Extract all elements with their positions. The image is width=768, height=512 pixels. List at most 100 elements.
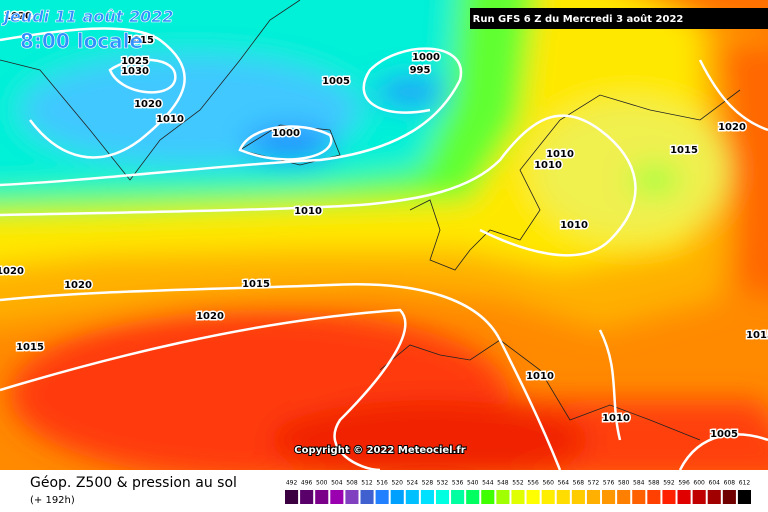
colorbar-label: 568 xyxy=(573,480,585,487)
footer-title: Géop. Z500 & pression au sol xyxy=(30,475,237,491)
colorbar-label: 572 xyxy=(588,480,600,487)
colorbar-swatch xyxy=(677,490,691,504)
isobar-label: 1020 xyxy=(0,266,24,277)
colorbar-swatch xyxy=(586,490,601,504)
colorbar-label: 600 xyxy=(693,480,705,487)
isobar-label: 1015 xyxy=(126,35,154,46)
colorbar-label: 596 xyxy=(678,480,690,487)
colorbar-swatch xyxy=(722,490,736,504)
geopotential-field xyxy=(0,0,768,470)
footer-subtitle: (+ 192h) xyxy=(30,495,75,506)
colorbar-label: 504 xyxy=(331,480,343,487)
colorbar-swatch xyxy=(300,490,314,504)
isobar-label: 1020 xyxy=(196,311,224,322)
isobar-label: 1010 xyxy=(534,160,562,171)
colorbar-swatch xyxy=(405,490,419,504)
isobar-label: 1010 xyxy=(560,220,588,231)
colorbar-swatch xyxy=(602,490,616,504)
colorbar-swatch xyxy=(420,490,434,504)
colorbar-label: 576 xyxy=(603,480,615,487)
colorbar-label: 496 xyxy=(301,480,313,487)
colorbar-swatch xyxy=(556,490,570,504)
colorbar-label: 532 xyxy=(437,480,449,487)
colorbar-label: 520 xyxy=(391,480,403,487)
colorbar-swatch xyxy=(435,490,450,504)
colorbar-swatch xyxy=(632,490,646,504)
colorbar-label: 564 xyxy=(558,480,570,487)
colorbar-swatch xyxy=(315,490,329,504)
colorbar-swatch xyxy=(662,490,676,504)
isobar-label: 1010 xyxy=(546,149,574,160)
colorbar-swatch xyxy=(481,490,495,504)
colorbar-label: 492 xyxy=(286,480,298,487)
isobar-label: 995 xyxy=(410,65,431,76)
colorbar-label: 548 xyxy=(497,480,509,487)
copyright: Copyright © 2022 Meteociel.fr xyxy=(294,445,465,456)
colorbar-label: 612 xyxy=(739,480,751,487)
colorbar-label: 516 xyxy=(376,480,388,487)
colorbar-label: 592 xyxy=(663,480,675,487)
time-label: 8:00 locale xyxy=(20,29,143,53)
colorbar-swatch xyxy=(496,490,510,504)
colorbar-swatch xyxy=(375,490,389,504)
isobar-label: 1015 xyxy=(746,330,768,341)
colorbar-label: 508 xyxy=(346,480,358,487)
isobar-label: 1010 xyxy=(602,413,630,424)
colorbar-label: 584 xyxy=(633,480,645,487)
colorbar-label: 544 xyxy=(482,480,494,487)
isobar-label: 1005 xyxy=(710,429,738,440)
colorbar-label: 512 xyxy=(361,480,373,487)
colorbar-label: 560 xyxy=(542,480,554,487)
colorbar-swatch xyxy=(390,490,404,504)
colorbar-label: 580 xyxy=(618,480,630,487)
run-label: Run GFS 6 Z du Mercredi 3 août 2022 xyxy=(473,13,684,25)
isobar-label: 1005 xyxy=(322,76,350,87)
colorbar-label: 528 xyxy=(422,480,434,487)
colorbar-swatch xyxy=(707,490,721,504)
date-label: Jeudi 11 août 2022 xyxy=(1,7,173,26)
colorbar-label: 524 xyxy=(407,480,419,487)
colorbar-swatch xyxy=(360,490,374,504)
colorbar-label: 500 xyxy=(316,480,328,487)
colorbar-label: 588 xyxy=(648,480,660,487)
colorbar-swatch xyxy=(330,490,344,504)
run-box xyxy=(470,8,768,29)
colorbar-swatch xyxy=(647,490,661,504)
isobar-label: 1015 xyxy=(670,145,698,156)
isobar-label: 1010 xyxy=(156,114,184,125)
isobar-label: 1020 xyxy=(64,280,92,291)
colorbar-swatch xyxy=(692,490,706,504)
colorbar-swatch xyxy=(526,490,540,504)
isobar-label: 1000 xyxy=(412,52,440,63)
isobar-label: 1030 xyxy=(121,66,149,77)
colorbar: 492 496 500 504 508 512 516 520 524 528 532 536 540 5… xyxy=(285,480,751,504)
isobar-label: 1010 xyxy=(294,206,322,217)
isobar-label: 1010 xyxy=(526,371,554,382)
isobar-label: 1015 xyxy=(242,279,270,290)
isobar-label: 1025 xyxy=(121,56,149,67)
isobars xyxy=(0,27,768,470)
colorbar-label: 536 xyxy=(452,480,464,487)
colorbar-label: 552 xyxy=(512,480,524,487)
isobar-label: 1020 xyxy=(718,122,746,133)
colorbar-swatch xyxy=(737,490,751,504)
colorbar-swatch xyxy=(571,490,585,504)
isobar-label: 1015 xyxy=(16,342,44,353)
colorbar-swatch xyxy=(541,490,555,504)
colorbar-swatch xyxy=(466,490,480,504)
colorbar-swatch xyxy=(285,490,299,504)
colorbar-swatch xyxy=(345,490,359,504)
colorbar-swatch xyxy=(511,490,525,504)
isobar-label: 1020 xyxy=(4,11,32,22)
colorbar-swatch xyxy=(451,490,465,504)
colorbar-label: 608 xyxy=(724,480,736,487)
colorbar-swatch xyxy=(617,490,631,504)
colorbar-label: 540 xyxy=(467,480,479,487)
colorbar-label: 556 xyxy=(527,480,539,487)
colorbar-label: 604 xyxy=(709,480,721,487)
isobar-label: 1000 xyxy=(272,128,300,139)
isobar-label: 1020 xyxy=(134,99,162,110)
